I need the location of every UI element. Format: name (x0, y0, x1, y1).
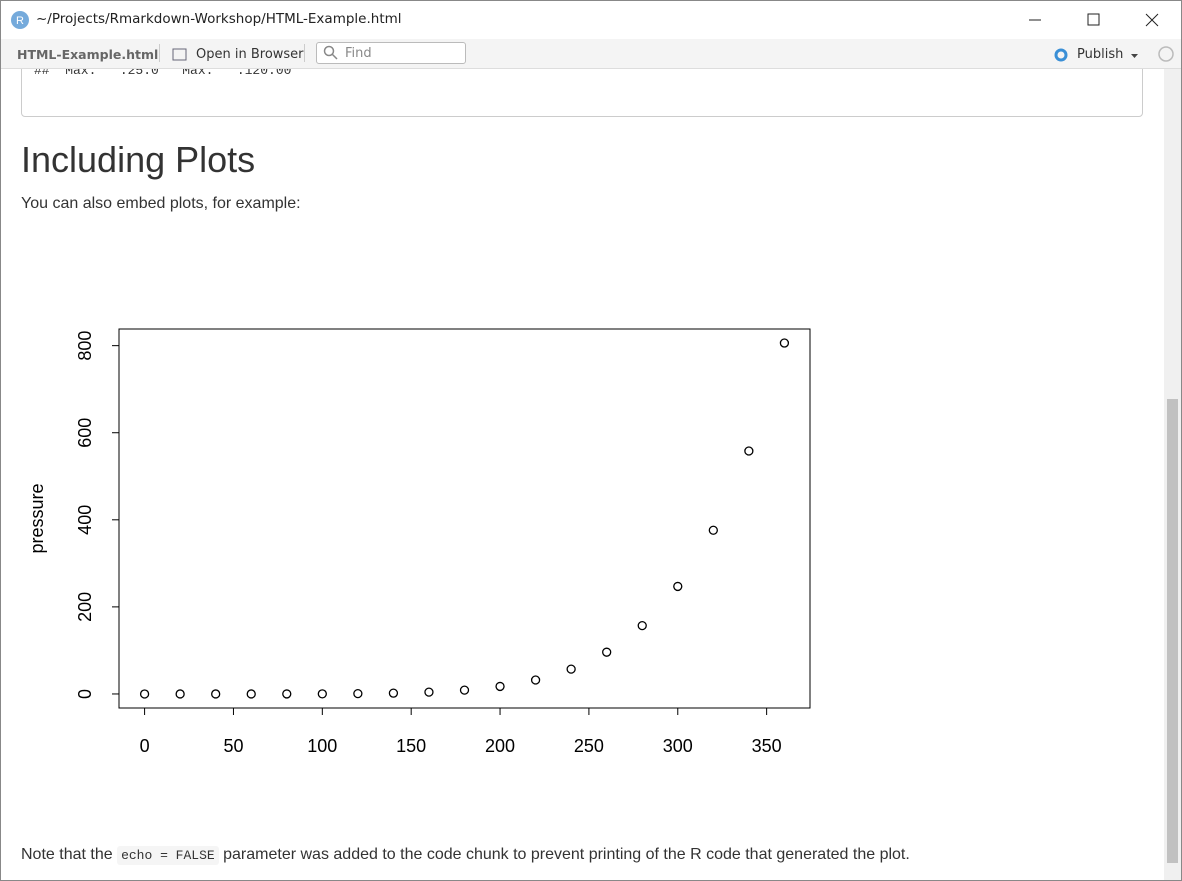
x-tick-label: 0 (140, 736, 150, 756)
point (353, 688, 363, 699)
find-placeholder: Find (345, 46, 372, 61)
r-logo (11, 11, 29, 29)
file-name: HTML-Example.html (17, 47, 159, 62)
text: parameter was added to the code chunk to… (218, 846, 910, 863)
y-tick-label: 800 (75, 331, 95, 361)
find-box[interactable]: Find (316, 42, 466, 64)
plot-frame (118, 328, 811, 709)
r-logo-letter: R (16, 15, 24, 27)
close[interactable] (1145, 13, 1159, 27)
point (175, 689, 185, 699)
x-tick-label: 200 (485, 736, 515, 756)
scrollbar-thumb[interactable] (1167, 399, 1178, 863)
title-icons: R (11, 11, 1159, 29)
text: Note that the (21, 846, 118, 863)
toolbar: HTML-Example.html Open in Browser Find P… (1, 39, 1181, 69)
code-line: ## Max. :25.0 Max. :120.00 (34, 69, 292, 78)
y-tick-label: 200 (75, 592, 95, 622)
window-title: ~/Projects/Rmarkdown-Workshop/HTML-Examp… (36, 11, 402, 27)
separator (159, 44, 160, 62)
point (637, 620, 647, 631)
y-tick-label: 600 (75, 418, 95, 448)
dropdown-arrow[interactable] (1130, 51, 1140, 61)
search-icon (323, 45, 338, 60)
point (744, 446, 754, 456)
point (530, 675, 541, 685)
publish[interactable]: Publish (1077, 47, 1124, 62)
browser-icon (172, 48, 187, 61)
point (602, 647, 612, 657)
point (388, 688, 399, 698)
point (673, 581, 683, 592)
point (424, 687, 434, 697)
paragraph: You can also embed plots, for example: (21, 195, 301, 212)
open-in-browser[interactable]: Open in Browser (196, 47, 304, 62)
x-tick-label: 100 (307, 736, 337, 756)
point (211, 689, 221, 699)
point (282, 689, 292, 699)
scrollbar[interactable] (1164, 69, 1181, 880)
point (779, 338, 790, 348)
x-tick-label: 150 (396, 736, 426, 756)
maximize[interactable] (1087, 13, 1100, 26)
point (139, 689, 150, 699)
point (495, 681, 505, 692)
x-tick-label: 50 (223, 736, 243, 756)
title-bar: R ~/Projects/Rmarkdown-Workshop/HTML-Exa… (1, 1, 1181, 39)
paragraph: Note that the echo = FALSE parameter was… (21, 846, 910, 865)
publish-icon (1054, 48, 1068, 62)
y-axis-label: pressure (27, 483, 47, 553)
code-output: ## 3rd Qu.:19.0 3rd Qu.: 56.00 ## Max. :… (21, 69, 1143, 117)
x-tick-label: 250 (574, 736, 604, 756)
inline-code: echo = FALSE (117, 846, 219, 865)
x-tick-label: 350 (752, 736, 782, 756)
point (566, 664, 576, 674)
point (459, 685, 470, 695)
refresh-icon[interactable] (1156, 44, 1176, 64)
point (317, 689, 327, 699)
separator (304, 44, 305, 62)
point (708, 525, 718, 535)
heading: Including Plots (21, 139, 256, 180)
document: ## 3rd Qu.:19.0 3rd Qu.: 56.00 ## Max. :… (1, 69, 1163, 880)
point (246, 689, 256, 699)
x-tick-label: 300 (663, 736, 693, 756)
plot: 0501001502002503003500200400600800temper… (27, 328, 811, 756)
y-tick-label: 400 (75, 505, 95, 535)
y-tick-label: 0 (75, 689, 95, 699)
